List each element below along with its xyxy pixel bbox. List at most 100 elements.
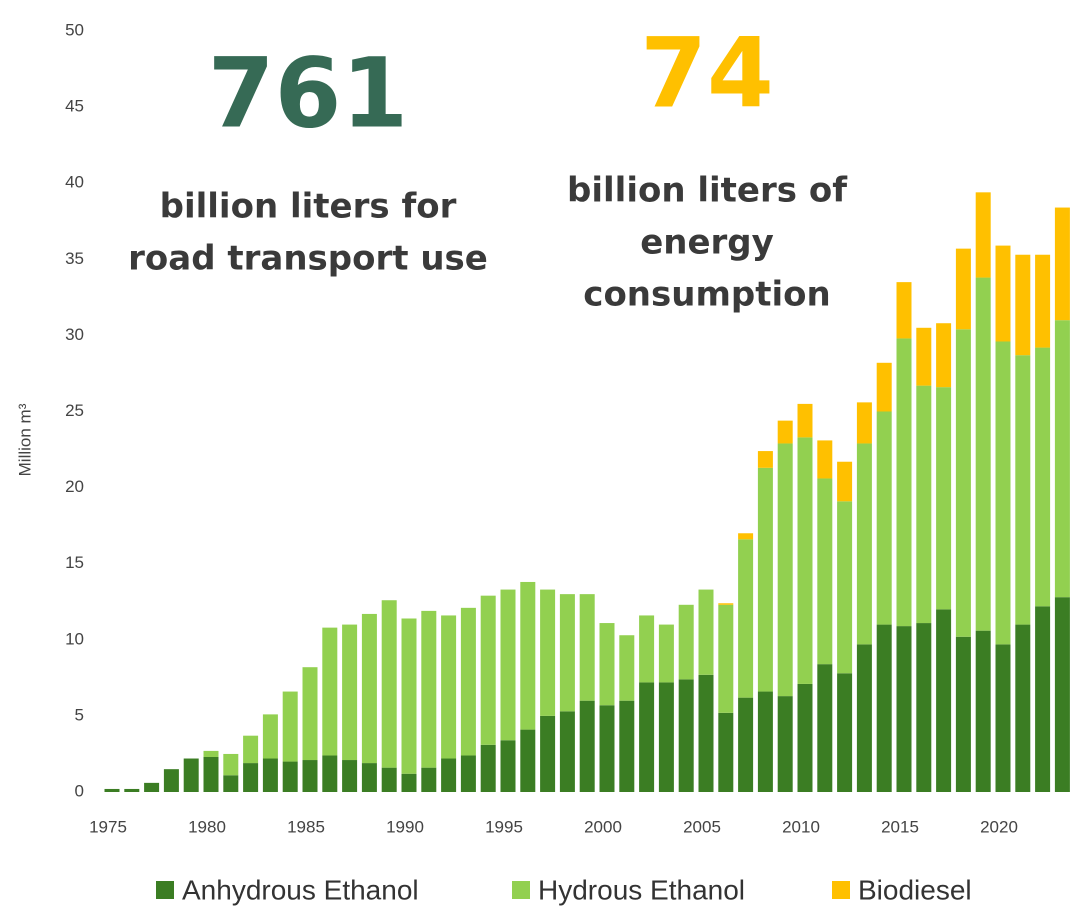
bar-segment (322, 627, 338, 756)
bar-segment (559, 711, 575, 792)
annotation-value: 74 (640, 17, 774, 129)
bar-segment (916, 385, 932, 624)
x-tick-label: 1990 (386, 817, 424, 836)
bar-segment (619, 635, 635, 701)
bar-segment (381, 767, 397, 792)
bar-segment (837, 501, 853, 674)
bar-segment (936, 323, 952, 388)
x-tick-label: 1995 (485, 817, 523, 836)
bar-segment (401, 618, 417, 774)
bar-segment (817, 664, 833, 792)
bar-segment (856, 644, 872, 792)
bar-segment (104, 788, 120, 792)
bar-segment (520, 581, 536, 730)
bar-segment (995, 245, 1011, 342)
bar-segment (817, 478, 833, 665)
bar-segment (916, 623, 932, 792)
bar-segment (955, 248, 971, 330)
bar-segment (540, 715, 556, 792)
bar-segment (520, 729, 536, 792)
bar-segment (441, 615, 457, 759)
bar-segment (559, 594, 575, 712)
annotation-caption: consumption (583, 275, 830, 315)
bar-segment (896, 626, 912, 792)
bar-segment (500, 740, 516, 792)
y-tick-label: 10 (65, 629, 84, 648)
bar-segment (916, 327, 932, 386)
y-tick-label: 25 (65, 401, 84, 420)
y-tick-label: 50 (65, 20, 84, 39)
y-axis-label: Million m³ (15, 403, 34, 476)
bar-segment (441, 758, 457, 792)
bar-segment (797, 683, 813, 792)
bar-segment (1015, 355, 1031, 625)
bar-segment (163, 769, 179, 792)
bar-segment (639, 682, 655, 792)
legend-label: Biodiesel (858, 874, 972, 905)
x-tick-label: 1980 (188, 817, 226, 836)
legend-label: Hydrous Ethanol (538, 874, 745, 905)
bar-segment (421, 610, 437, 768)
bar-segment (896, 282, 912, 339)
bar-segment (777, 696, 793, 792)
bar-segment (124, 788, 140, 792)
annotation-caption: road transport use (128, 239, 488, 279)
bar-segment (797, 437, 813, 684)
legend-label: Anhydrous Ethanol (182, 874, 419, 905)
legend-swatch (156, 881, 174, 899)
bar-segment (955, 329, 971, 637)
bar-segment (243, 763, 259, 792)
annotation-caption: energy (640, 223, 774, 263)
bar-segment (837, 461, 853, 502)
y-tick-label: 15 (65, 553, 84, 572)
bar-segment (995, 341, 1011, 645)
bar-segment (480, 595, 496, 745)
legend-swatch (832, 881, 850, 899)
bar-segment (856, 443, 872, 645)
bar-segment (777, 443, 793, 697)
bar-segment (579, 594, 595, 701)
bar-segment (540, 589, 556, 716)
bar-segment (678, 604, 694, 680)
bar-segment (718, 603, 734, 605)
bar-segment (1054, 207, 1070, 321)
bar-segment (757, 451, 773, 468)
bar-segment (837, 673, 853, 792)
bar-segment (243, 735, 259, 764)
bar-segment (658, 624, 674, 683)
bar-segment (460, 607, 476, 756)
bar-segment (401, 773, 417, 792)
y-tick-label: 0 (75, 781, 84, 800)
bar-segment (718, 604, 734, 713)
annotation-value: 761 (208, 37, 408, 149)
bar-segment (599, 705, 615, 792)
x-tick-label: 1975 (89, 817, 127, 836)
bar-segment (678, 679, 694, 792)
bar-segment (936, 609, 952, 792)
bar-segment (738, 697, 754, 792)
y-tick-label: 35 (65, 249, 84, 268)
bar-segment (480, 744, 496, 792)
legend-swatch (512, 881, 530, 899)
bar-segment (995, 644, 1011, 792)
annotation-caption: billion liters of (567, 171, 848, 211)
x-tick-label: 1985 (287, 817, 325, 836)
bar-segment (797, 403, 813, 438)
bar-segment (302, 760, 318, 792)
bar-segment (1015, 254, 1031, 356)
bar-segment (738, 539, 754, 698)
x-tick-label: 2010 (782, 817, 820, 836)
bar-segment (1035, 606, 1051, 792)
bar-segment (718, 712, 734, 792)
y-tick-label: 40 (65, 173, 84, 192)
x-tick-label: 2015 (881, 817, 919, 836)
bar-segment (936, 387, 952, 610)
bar-segment (223, 775, 239, 792)
x-tick-label: 2000 (584, 817, 622, 836)
bar-segment (183, 758, 199, 792)
annotation-caption: billion liters for (160, 187, 457, 227)
bar-segment (361, 613, 377, 764)
y-tick-label: 45 (65, 97, 84, 116)
x-tick-label: 2005 (683, 817, 721, 836)
